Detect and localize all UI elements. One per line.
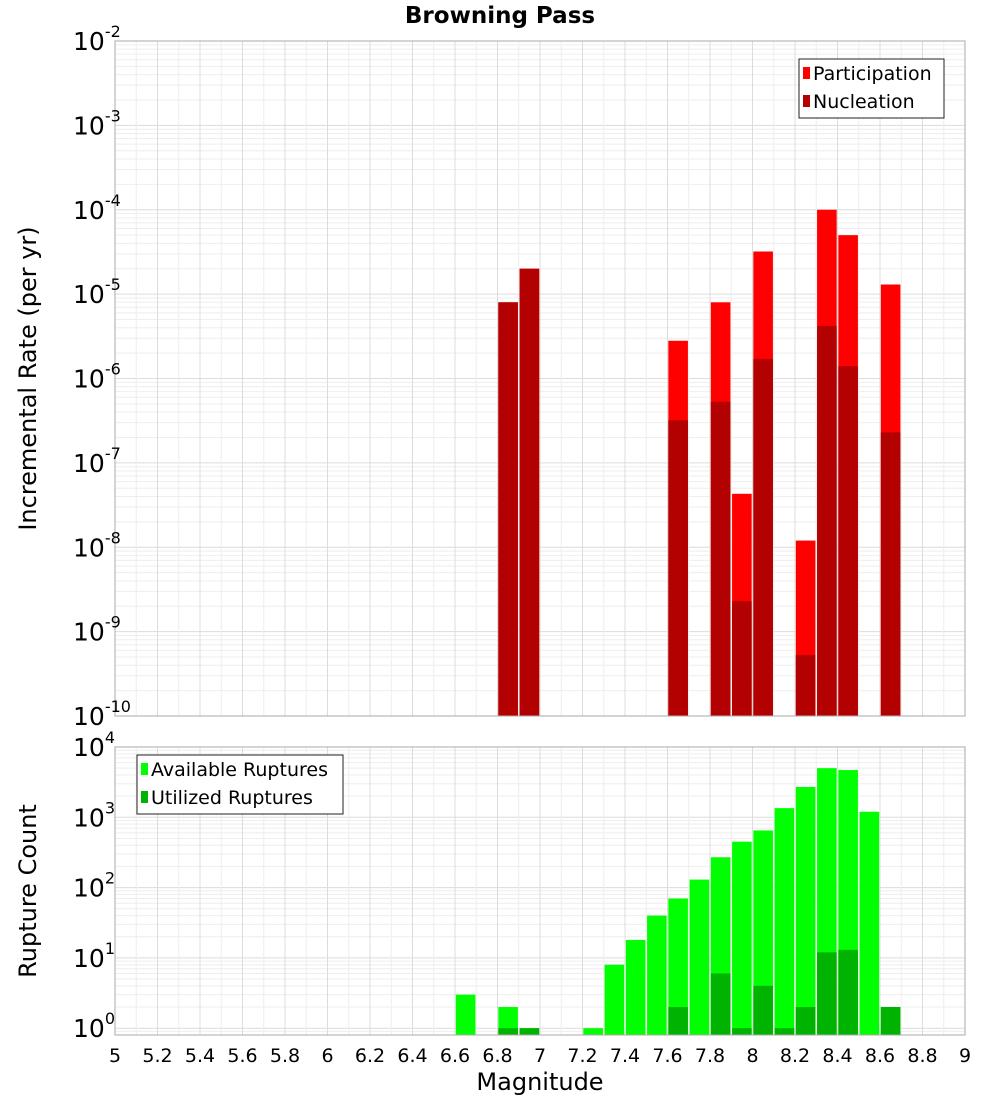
bottom-plot: 100 101 102 103 104 Rupture Count Available …	[14, 728, 966, 1043]
top-plot-frame	[114, 40, 966, 717]
bottom-bars	[455, 768, 901, 1035]
bar-nucleation	[668, 420, 688, 716]
x-tick-label: 8.6	[865, 1045, 895, 1067]
y-tick-label: 10-3	[73, 106, 121, 140]
x-tick-label: 7.2	[567, 1045, 597, 1067]
bar-utilized-ruptures	[519, 1028, 540, 1035]
y-tick-label: 103	[73, 798, 115, 832]
top-plot: 10-10 10-9 10-8 10-7 10-6 10-5 10-4 10-3 10-2 In…	[14, 22, 966, 731]
bar-available-ruptures	[859, 811, 880, 1035]
bar-nucleation	[710, 401, 731, 716]
x-tick-label: 5.8	[270, 1045, 300, 1067]
y-tick-label: 102	[73, 869, 115, 903]
x-tick-label: 5.2	[142, 1045, 172, 1067]
bar-available-ruptures	[689, 879, 710, 1035]
bar-nucleation	[880, 432, 901, 716]
bar-available-ruptures	[668, 898, 688, 1035]
top-legend: Participation Nucleation	[798, 58, 945, 119]
legend-box	[136, 754, 344, 815]
x-tick-label: 8.8	[907, 1045, 937, 1067]
bar-available-ruptures	[753, 830, 773, 1035]
chart-title: Browning Pass	[405, 3, 595, 29]
y-tick-label: 10-10	[73, 697, 131, 731]
x-tick-label: 5.4	[185, 1045, 215, 1067]
bar-nucleation	[795, 654, 816, 716]
y-tick-label: 10-6	[73, 360, 121, 394]
bar-utilized-ruptures	[668, 1007, 688, 1035]
x-tick-label: 7.4	[610, 1045, 640, 1067]
bar-nucleation	[498, 302, 518, 716]
bar-nucleation	[753, 359, 773, 716]
bar-utilized-ruptures	[498, 1028, 518, 1035]
legend-swatch	[141, 763, 148, 775]
bottom-plot-frame	[114, 746, 966, 1036]
bar-utilized-ruptures	[880, 1007, 901, 1035]
top-y-axis-label: Incremental Rate (per yr)	[14, 226, 42, 530]
x-tick-label: 6.6	[440, 1045, 470, 1067]
legend-swatch	[803, 95, 810, 107]
bar-available-ruptures	[583, 1028, 603, 1035]
x-ticks: 5 5.2 5.4 5.6 5.8 6 6.2 6.4 6.6 6.8 7 7.2 7.4 7.6 7.8 8…	[109, 1045, 971, 1067]
bar-utilized-ruptures	[732, 1028, 752, 1035]
y-tick-label: 10-8	[73, 528, 121, 562]
x-tick-label: 7	[534, 1045, 546, 1067]
x-tick-label: 8.2	[780, 1045, 810, 1067]
bar-utilized-ruptures	[817, 952, 837, 1035]
bar-utilized-ruptures	[753, 985, 773, 1035]
legend-label: Participation	[813, 63, 932, 85]
top-bars	[498, 209, 901, 716]
x-tick-label: 7.8	[695, 1045, 725, 1067]
bottom-y-axis-label: Rupture Count	[14, 804, 42, 978]
bar-available-ruptures	[498, 1007, 518, 1035]
bar-available-ruptures	[455, 994, 476, 1035]
y-tick-label: 10-5	[73, 275, 121, 309]
bar-utilized-ruptures	[838, 949, 858, 1035]
y-tick-label: 10-9	[73, 613, 121, 647]
y-tick-label: 10-4	[73, 191, 121, 225]
bar-available-ruptures	[732, 841, 752, 1035]
y-tick-label: 100	[73, 1009, 115, 1043]
x-tick-label: 5.6	[227, 1045, 257, 1067]
legend-label: Nucleation	[813, 91, 915, 113]
bottom-y-ticks: 100 101 102 103 104	[73, 728, 115, 1043]
x-tick-label: 8.4	[822, 1045, 852, 1067]
top-gridlines	[114, 40, 966, 717]
y-tick-label: 104	[73, 728, 115, 762]
x-tick-label: 6.4	[397, 1045, 427, 1067]
bar-utilized-ruptures	[710, 973, 731, 1035]
bar-available-ruptures	[625, 939, 646, 1035]
legend-label: Utilized Ruptures	[151, 787, 313, 809]
bar-nucleation	[838, 366, 858, 716]
legend-swatch	[141, 791, 148, 803]
x-tick-label: 6	[321, 1045, 333, 1067]
bar-available-ruptures	[604, 964, 625, 1035]
x-tick-label: 6.2	[355, 1045, 385, 1067]
bar-available-ruptures	[647, 915, 667, 1035]
y-tick-label: 101	[73, 939, 115, 973]
bar-nucleation	[732, 601, 752, 716]
legend-box	[798, 58, 945, 119]
y-tick-label: 10-2	[73, 22, 121, 56]
top-y-ticks: 10-10 10-9 10-8 10-7 10-6 10-5 10-4 10-3 10-2	[73, 22, 131, 731]
bar-utilized-ruptures	[795, 1007, 816, 1035]
legend-label: Available Ruptures	[151, 759, 328, 781]
legend-swatch	[803, 67, 810, 79]
bar-nucleation	[817, 325, 837, 716]
x-tick-label: 9	[959, 1045, 971, 1067]
x-tick-label: 7.6	[652, 1045, 682, 1067]
x-axis-label: Magnitude	[476, 1068, 603, 1096]
bar-nucleation	[519, 268, 540, 716]
bar-available-ruptures	[774, 808, 795, 1035]
bottom-legend: Available Ruptures Utilized Ruptures	[136, 754, 344, 815]
bar-available-ruptures	[795, 786, 816, 1035]
bar-utilized-ruptures	[774, 1028, 795, 1035]
x-tick-label: 6.8	[482, 1045, 512, 1067]
x-tick-label: 5	[109, 1045, 121, 1067]
y-tick-label: 10-7	[73, 444, 121, 478]
x-tick-label: 8	[746, 1045, 758, 1067]
